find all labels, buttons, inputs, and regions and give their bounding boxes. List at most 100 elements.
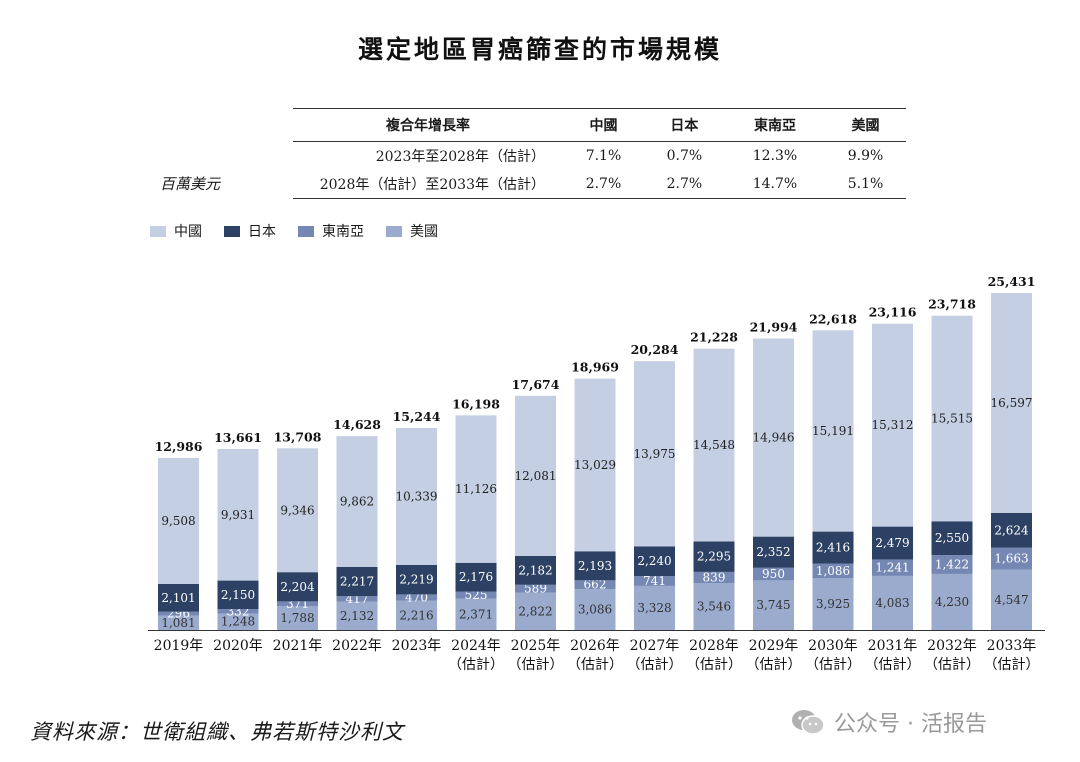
bar-segment — [455, 598, 497, 630]
bar-segment — [277, 601, 318, 607]
x-tick-label-sub: （估計） — [567, 657, 623, 673]
data-label: 14,548 — [693, 438, 735, 452]
data-label: 4,547 — [994, 593, 1028, 607]
bar-segment — [396, 427, 437, 566]
unit-label: 百萬美元 — [160, 175, 221, 193]
data-label: 9,346 — [280, 503, 314, 517]
data-label: 1,422 — [935, 558, 969, 572]
cagr-header-row: 複合年增長率 中國 日本 東南亞 美國 — [293, 108, 906, 142]
legend-item-us: 美國 — [386, 221, 438, 241]
x-tick-label: 2032年 — [927, 638, 977, 654]
data-label: 3,086 — [578, 603, 612, 617]
bar-segment — [991, 512, 1032, 548]
bar-segment — [574, 551, 616, 581]
data-label: 16,597 — [991, 396, 1033, 410]
cagr-row: 2023年至2028年（估計） 7.1% 0.7% 12.3% 9.9% — [293, 142, 906, 171]
data-label: 4,230 — [935, 595, 969, 609]
bar-segment — [515, 395, 556, 556]
data-label: 9,931 — [221, 508, 255, 522]
bar-segment — [991, 569, 1032, 630]
bar-segment — [158, 457, 199, 584]
data-label: 2,150 — [221, 588, 255, 602]
total-label: 14,628 — [333, 417, 381, 432]
bar-segment — [753, 567, 794, 581]
cagr-header-us: 美國 — [825, 108, 906, 142]
bar-segment — [217, 580, 259, 610]
cagr-value: 2.7% — [643, 170, 725, 199]
data-label: 2,219 — [399, 573, 433, 587]
data-label: 15,515 — [931, 412, 973, 426]
bar-segment — [455, 415, 497, 563]
data-label: 2,240 — [637, 554, 671, 568]
x-tick-label-sub: （估計） — [984, 657, 1040, 673]
cagr-row-label: 2028年（估計）至2033年（估計） — [293, 170, 563, 199]
bar-segment — [277, 572, 318, 602]
bar-segment — [634, 546, 675, 577]
cagr-header-sea: 東南亞 — [724, 108, 826, 142]
cagr-value: 12.3% — [752, 148, 798, 164]
data-label: 2,352 — [756, 545, 790, 559]
data-label: 2,216 — [399, 608, 433, 622]
legend: 中國 日本 東南亞 美國 — [150, 221, 438, 241]
cagr-header-label: 複合年增長率 — [293, 108, 563, 142]
bar-segment — [336, 566, 378, 597]
bar-segment — [812, 563, 854, 578]
total-label: 21,994 — [750, 320, 798, 335]
x-tick-label: 2020年 — [213, 638, 263, 654]
bar-segment — [931, 521, 973, 556]
bar-segment — [217, 613, 259, 630]
data-label: 2,550 — [935, 531, 969, 545]
bar-segment — [158, 583, 199, 612]
total-label: 25,431 — [988, 274, 1036, 289]
data-label: 11,126 — [455, 482, 497, 496]
legend-swatch — [386, 225, 402, 237]
legend-item-sea: 東南亞 — [298, 221, 364, 241]
cagr-value: 9.9% — [847, 148, 884, 164]
bar-segment — [812, 531, 854, 564]
cagr-row-label: 2023年至2028年（估計） — [375, 149, 545, 165]
legend-label: 中國 — [174, 224, 202, 240]
data-label: 1,788 — [280, 611, 314, 625]
x-tick-label-sub: （估計） — [805, 657, 861, 673]
data-label: 14,946 — [753, 431, 795, 445]
data-label: 2,101 — [161, 591, 195, 605]
bar-segment — [931, 315, 973, 522]
total-label: 16,198 — [452, 396, 500, 411]
x-tick-label-sub: （估計） — [746, 657, 802, 673]
x-tick-label: 2024年 — [451, 638, 501, 654]
bar-segment — [455, 562, 497, 592]
bar-segment — [812, 577, 854, 630]
bar-segment — [991, 293, 1032, 513]
bar-segment — [872, 575, 913, 630]
bar-segment — [693, 348, 735, 542]
data-label: 2,479 — [875, 536, 909, 550]
data-label: 13,975 — [634, 447, 676, 461]
bar-segment — [693, 571, 735, 584]
bar-segment — [217, 609, 259, 614]
cagr-value: 14.7% — [724, 170, 826, 199]
bar-segment — [753, 338, 794, 537]
bar-segment — [693, 583, 735, 630]
legend-item-china: 中國 — [150, 221, 202, 241]
x-tick-label-sub: （估計） — [448, 657, 504, 673]
data-label: 1,663 — [994, 552, 1028, 566]
cagr-row: 2028年（估計）至2033年（估計） 2.7% 2.7% 14.7% 5.1% — [293, 170, 906, 199]
total-label: 22,618 — [809, 311, 857, 326]
data-label: 2,176 — [459, 570, 493, 584]
bar-segment — [872, 323, 913, 527]
x-tick-label: 2026年 — [570, 638, 620, 654]
cagr-value: 5.1% — [825, 170, 906, 199]
total-label: 18,969 — [571, 360, 619, 375]
data-label: 2,416 — [816, 541, 850, 555]
bar-segment — [515, 592, 556, 630]
x-tick-label: 2033年 — [987, 638, 1037, 654]
x-tick-label: 2021年 — [273, 638, 323, 654]
bar-segment — [336, 436, 378, 567]
data-label: 2,182 — [518, 563, 552, 577]
data-label: 1,086 — [816, 564, 850, 578]
data-label: 2,295 — [697, 550, 731, 564]
bar-segment — [396, 565, 437, 595]
cagr-header-japan: 日本 — [643, 108, 725, 142]
total-label: 17,674 — [512, 377, 560, 392]
bar-segment — [574, 589, 616, 630]
